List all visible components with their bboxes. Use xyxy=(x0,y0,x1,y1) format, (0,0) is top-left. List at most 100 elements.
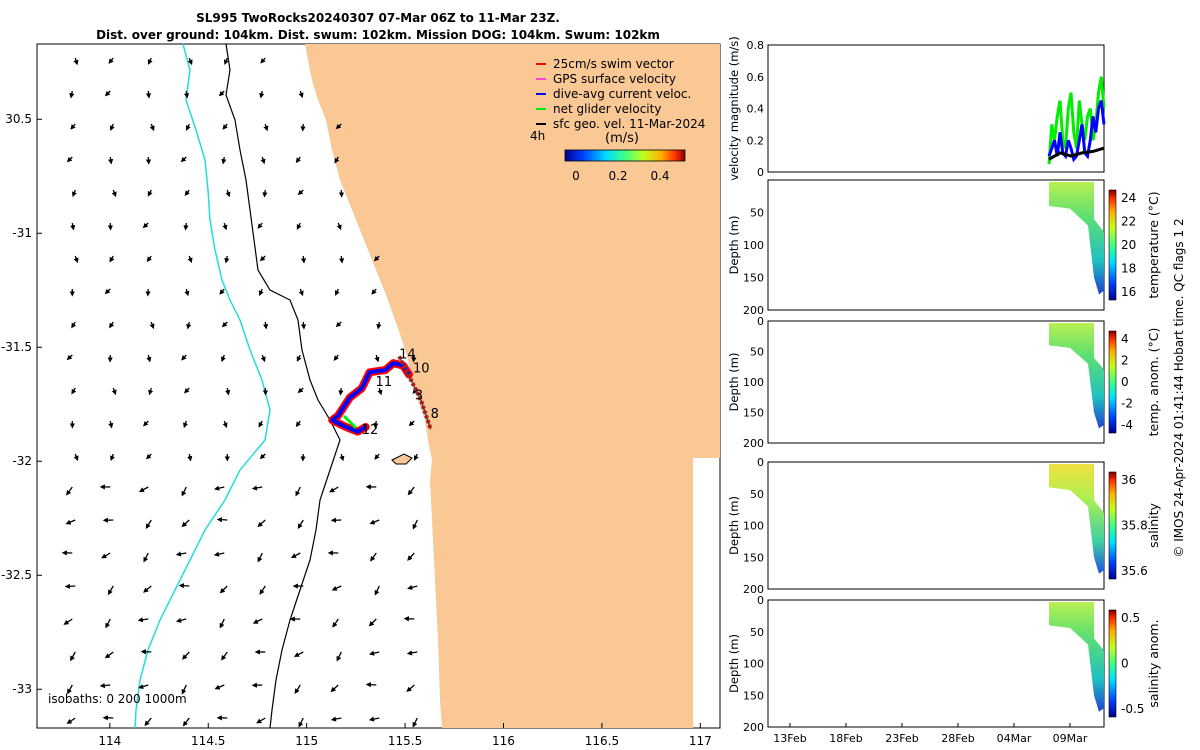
current-arrow xyxy=(413,453,419,461)
section-data-2 xyxy=(1049,323,1104,429)
panel-2-colorbar xyxy=(1108,330,1117,434)
current-arrow xyxy=(222,222,228,231)
panel-3-cbtick-0: 36 xyxy=(1121,473,1136,487)
current-arrow xyxy=(66,156,73,163)
panel-3-cbtick-2: 35.6 xyxy=(1121,564,1148,578)
track-label-time: 4h xyxy=(530,129,545,143)
isobath-200 xyxy=(225,43,341,729)
current-arrow xyxy=(334,156,340,164)
legend-label-3: net glider velocity xyxy=(553,102,661,116)
colorbar-title: (m/s) xyxy=(605,131,639,146)
current-arrow xyxy=(290,552,301,559)
map-ytick-5: -33 xyxy=(12,682,32,696)
panel-4-cbtick-2: -0.5 xyxy=(1121,702,1144,716)
panel-1-cbtick-3: 18 xyxy=(1121,262,1136,276)
current-arrow xyxy=(223,57,229,66)
current-arrow xyxy=(222,420,228,429)
current-arrow xyxy=(138,486,149,493)
current-arrow xyxy=(213,485,225,491)
current-arrow xyxy=(73,453,79,462)
panel-1-cbar-label: temperature (°C) xyxy=(1146,191,1161,298)
map-ytick-1: -31 xyxy=(12,226,32,240)
panel-xtick-3: 28Feb xyxy=(941,732,974,745)
current-arrow xyxy=(148,387,154,396)
map-xtick-3: 115.5 xyxy=(388,734,422,748)
current-arrow xyxy=(187,255,193,264)
current-arrow xyxy=(335,321,342,328)
current-arrow xyxy=(330,716,342,722)
panel-3-ytick-2: 100 xyxy=(743,520,764,533)
current-arrow xyxy=(338,255,345,264)
current-arrow xyxy=(295,486,301,497)
copyright-text: © IMOS 24-Apr-2024 01:41:44 Hobart time.… xyxy=(1172,218,1186,557)
current-arrow xyxy=(104,288,111,295)
current-arrow xyxy=(218,90,225,97)
current-arrow xyxy=(109,123,115,131)
current-arrow xyxy=(64,583,76,589)
current-arrow xyxy=(104,90,111,97)
current-arrow xyxy=(66,486,73,496)
current-arrow xyxy=(73,57,79,66)
current-arrow xyxy=(104,651,114,659)
current-arrow xyxy=(181,684,187,695)
current-arrow xyxy=(175,551,187,557)
current-arrow xyxy=(145,519,152,530)
current-arrow xyxy=(335,123,342,130)
map-xtick-4: 116 xyxy=(492,734,515,748)
current-arrow xyxy=(300,321,307,330)
current-arrow xyxy=(183,90,190,99)
current-arrow xyxy=(260,354,266,363)
map-ytick-0: 30.5 xyxy=(5,112,32,126)
panel-2-cbtick-3: -2 xyxy=(1121,397,1133,411)
panel-3-ylabel: Depth (m) xyxy=(727,496,741,555)
current-arrow xyxy=(369,519,380,525)
current-arrow xyxy=(142,420,149,427)
current-arrow xyxy=(332,618,339,628)
current-arrow xyxy=(101,552,111,559)
panel-1-colorbar xyxy=(1108,189,1117,301)
current-arrow xyxy=(339,453,345,462)
panel-4-ytick-4: 200 xyxy=(743,721,764,734)
current-arrow xyxy=(142,222,149,229)
current-arrow xyxy=(373,255,380,262)
section-panels: 0 0.2 0.4 0.6 0.8 velocity magnitude (m/s) 50 1… xyxy=(727,36,1161,745)
current-arrow xyxy=(368,650,380,656)
current-arrow xyxy=(263,123,269,132)
panel-1-ylabel: Depth (m) xyxy=(727,216,741,275)
current-arrow xyxy=(336,222,342,231)
current-arrow xyxy=(377,387,383,396)
current-arrow xyxy=(297,387,304,394)
map-xtick-5: 116.5 xyxy=(585,734,619,748)
panel-2-cbtick-1: 2 xyxy=(1121,354,1129,368)
current-arrow xyxy=(365,682,377,688)
current-arrow xyxy=(144,717,152,727)
current-arrow xyxy=(330,684,339,693)
current-arrow xyxy=(374,354,380,363)
panel-3-cbar-label: salinity xyxy=(1146,502,1161,547)
panel-2-ytick-3: 150 xyxy=(743,407,764,420)
current-arrow xyxy=(183,420,188,429)
panel-2-ylabel: Depth (m) xyxy=(727,353,741,412)
current-arrow xyxy=(181,354,187,361)
velocity-series-2 xyxy=(1048,146,1105,161)
current-arrow xyxy=(412,717,418,728)
current-arrow xyxy=(371,288,377,295)
current-arrow xyxy=(66,354,73,361)
panel-2-cbtick-0: 4 xyxy=(1121,332,1129,346)
current-arrow xyxy=(67,684,73,695)
current-arrow xyxy=(300,255,307,264)
current-arrow xyxy=(71,189,77,198)
current-arrow xyxy=(336,651,342,662)
current-arrow xyxy=(297,519,304,530)
current-arrow xyxy=(374,453,380,460)
current-arrow xyxy=(187,57,193,66)
current-arrow xyxy=(376,321,382,330)
panel-0-ytick-1: 0.2 xyxy=(747,134,765,147)
panel-1: 50 100 150 200 Depth (m) 24 22 20 18 16 temperatur… xyxy=(727,179,1161,317)
current-arrow xyxy=(70,651,76,662)
map-xtick-2: 115 xyxy=(295,734,318,748)
panel-frame-4 xyxy=(767,599,1105,728)
current-arrow xyxy=(143,552,149,563)
